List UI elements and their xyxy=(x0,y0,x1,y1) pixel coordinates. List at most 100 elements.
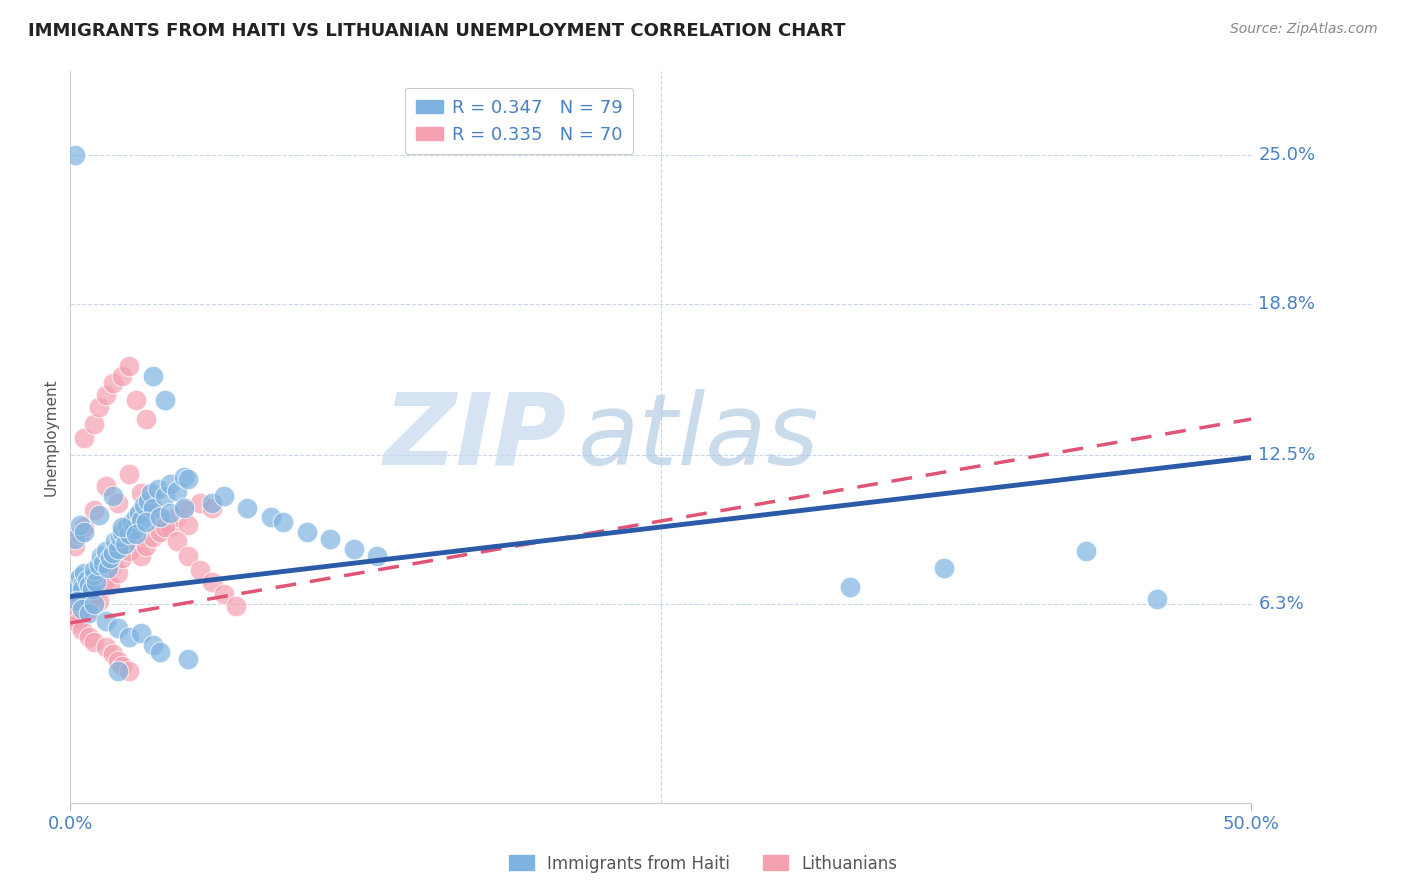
Point xyxy=(125,392,148,407)
Point xyxy=(73,520,96,534)
Point xyxy=(166,483,188,498)
Point xyxy=(87,400,110,414)
Point xyxy=(62,575,84,590)
Point xyxy=(188,496,211,510)
Point xyxy=(76,597,98,611)
Point xyxy=(125,527,148,541)
Legend: Immigrants from Haiti, Lithuanians: Immigrants from Haiti, Lithuanians xyxy=(502,848,904,880)
Point xyxy=(135,412,157,426)
Point xyxy=(93,568,115,582)
Point xyxy=(149,510,172,524)
Point xyxy=(142,368,165,383)
Point xyxy=(108,530,131,544)
Point xyxy=(70,577,93,591)
Point xyxy=(173,503,195,517)
Point xyxy=(142,638,165,652)
Point xyxy=(236,500,259,515)
Point xyxy=(100,551,122,566)
Point xyxy=(107,541,129,556)
Point xyxy=(146,482,169,496)
Point xyxy=(77,630,100,644)
Point xyxy=(142,500,165,515)
Point xyxy=(69,570,91,584)
Text: ZIP: ZIP xyxy=(384,389,567,485)
Point xyxy=(934,561,956,575)
Point xyxy=(107,654,129,668)
Point xyxy=(63,611,86,625)
Point xyxy=(1074,544,1097,558)
Point xyxy=(87,594,110,608)
Point xyxy=(188,563,211,577)
Point xyxy=(83,417,105,431)
Point xyxy=(125,510,148,524)
Point xyxy=(129,625,152,640)
Point xyxy=(69,591,91,606)
Point xyxy=(153,489,176,503)
Text: 25.0%: 25.0% xyxy=(1258,146,1316,164)
Point xyxy=(149,645,172,659)
Point xyxy=(166,534,188,549)
Point xyxy=(69,527,91,541)
Point xyxy=(271,515,294,529)
Point xyxy=(201,500,224,515)
Point xyxy=(118,359,141,374)
Point xyxy=(159,476,181,491)
Point xyxy=(177,549,200,563)
Point xyxy=(80,582,103,597)
Point xyxy=(87,558,110,573)
Point xyxy=(66,615,89,630)
Point xyxy=(66,580,89,594)
Point xyxy=(212,587,235,601)
Point xyxy=(319,532,342,546)
Text: 6.3%: 6.3% xyxy=(1258,595,1305,613)
Point xyxy=(73,431,96,445)
Point xyxy=(107,664,129,678)
Point xyxy=(135,539,157,553)
Point xyxy=(128,506,150,520)
Point xyxy=(177,652,200,666)
Point xyxy=(66,604,89,618)
Point xyxy=(153,520,176,534)
Point xyxy=(149,524,172,539)
Point xyxy=(129,549,152,563)
Point xyxy=(118,664,141,678)
Point xyxy=(122,523,145,537)
Point xyxy=(118,630,141,644)
Text: IMMIGRANTS FROM HAITI VS LITHUANIAN UNEMPLOYMENT CORRELATION CHART: IMMIGRANTS FROM HAITI VS LITHUANIAN UNEM… xyxy=(28,22,845,40)
Point xyxy=(66,594,89,608)
Point xyxy=(62,599,84,614)
Point xyxy=(177,472,200,486)
Point xyxy=(115,520,138,534)
Point xyxy=(101,558,124,573)
Point xyxy=(118,467,141,482)
Point xyxy=(101,647,124,661)
Point xyxy=(84,580,107,594)
Point xyxy=(111,551,134,566)
Point xyxy=(225,599,247,614)
Point xyxy=(201,496,224,510)
Point xyxy=(77,577,100,591)
Point xyxy=(295,524,318,539)
Point xyxy=(69,517,91,532)
Point xyxy=(201,575,224,590)
Point xyxy=(101,546,124,560)
Text: atlas: atlas xyxy=(578,389,820,485)
Point xyxy=(166,510,188,524)
Point xyxy=(107,496,129,510)
Point xyxy=(70,601,93,615)
Point xyxy=(70,623,93,637)
Point xyxy=(94,388,117,402)
Point xyxy=(94,544,117,558)
Point xyxy=(73,566,96,580)
Point xyxy=(94,614,117,628)
Point xyxy=(177,517,200,532)
Point xyxy=(94,640,117,654)
Point xyxy=(94,573,117,587)
Point xyxy=(94,479,117,493)
Point xyxy=(1146,591,1168,606)
Point xyxy=(83,590,105,604)
Point xyxy=(63,532,86,546)
Point xyxy=(84,575,107,590)
Point xyxy=(83,563,105,577)
Point xyxy=(83,503,105,517)
